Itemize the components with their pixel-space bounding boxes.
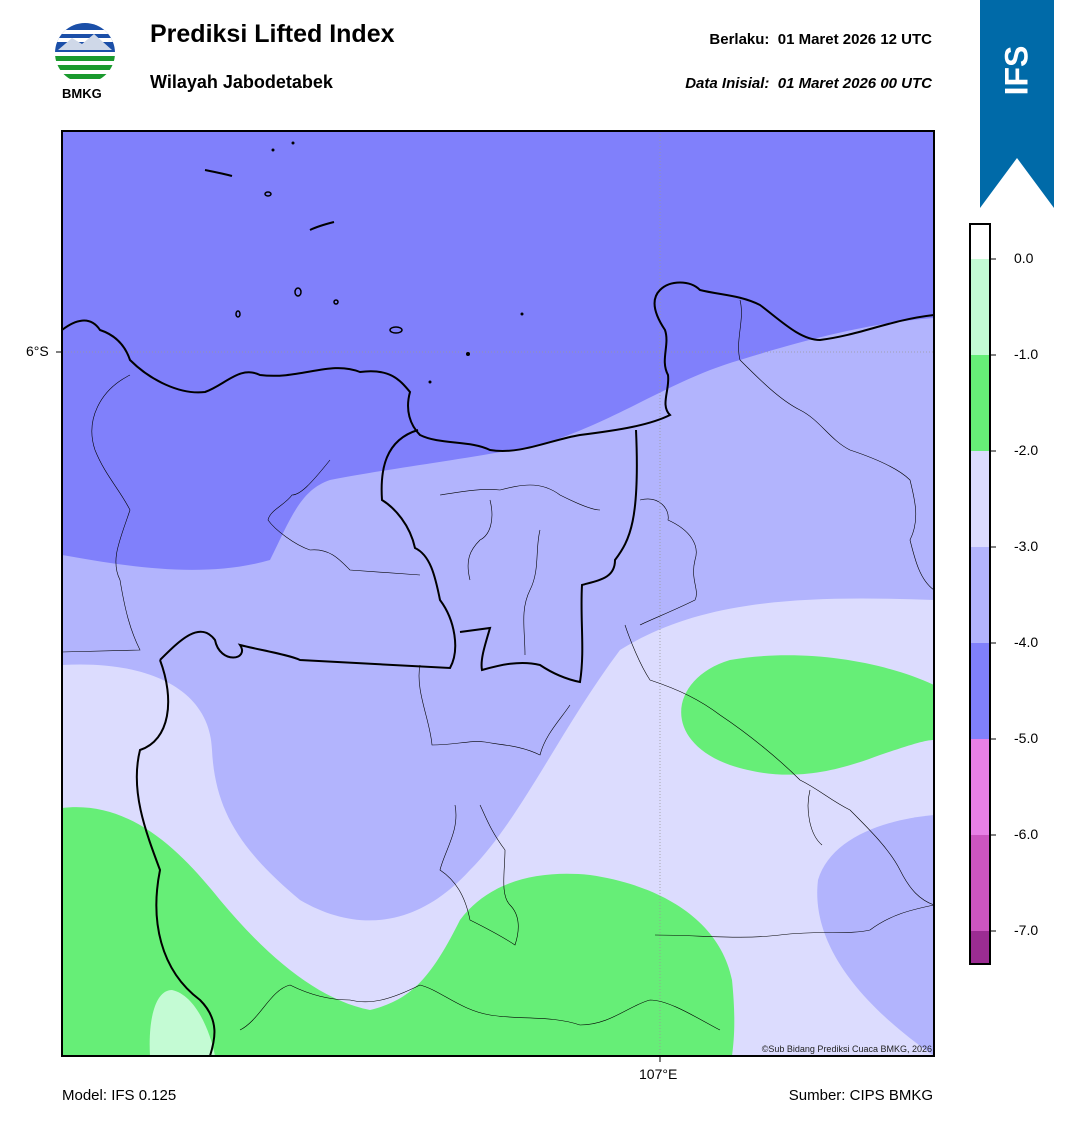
colorbar-segment (970, 355, 990, 451)
island-shape (204, 169, 233, 177)
island-shape (333, 299, 339, 305)
badge-shape (980, 0, 1054, 208)
valid-time: Berlaku: 01 Maret 2026 12 UTC (709, 31, 932, 48)
contour-pale-green (149, 990, 215, 1056)
island-shape (466, 352, 470, 356)
contour-light-blue-east (817, 815, 934, 1056)
colorbar-tick-label: -6.0 (1014, 826, 1039, 842)
colorbar-segment (970, 547, 990, 643)
source-label: Sumber: CIPS BMKG (788, 1087, 933, 1104)
island-shape (520, 312, 524, 316)
model-badge: IFS (980, 0, 1054, 208)
island-shape (271, 148, 275, 152)
contour-green-east (681, 655, 934, 775)
colorbar-tick-label: 0.0 (1014, 250, 1034, 266)
lat-label: 6°S (26, 343, 49, 359)
island-shape (291, 141, 295, 145)
province-border-jakarta (159, 429, 457, 670)
colorbar-frame (969, 223, 991, 965)
page-subtitle: Wilayah Jabodetabek (150, 72, 333, 92)
init-time: Data Inisial: 01 Maret 2026 00 UTC (685, 75, 932, 92)
island-shape (428, 380, 432, 384)
colorbar (969, 223, 996, 965)
colorbar-segment (970, 259, 990, 355)
island-shape (389, 326, 403, 334)
colorbar-segment (970, 451, 990, 547)
island-shape (235, 310, 241, 318)
island-shape (309, 221, 335, 231)
colorbar-tick-label: -2.0 (1014, 442, 1039, 458)
lon-label: 107°E (639, 1066, 678, 1082)
colorbar-tick-label: -4.0 (1014, 634, 1039, 650)
logo-text: BMKG (62, 86, 102, 101)
contour-dark-blue (62, 131, 934, 570)
island-shape (294, 287, 302, 297)
colorbar-segment (970, 739, 990, 835)
colorbar-tick-label: -5.0 (1014, 730, 1039, 746)
island-shape (264, 191, 272, 197)
colorbar-segment (970, 835, 990, 931)
colorbar-tick-label: -1.0 (1014, 346, 1039, 362)
copyright-text: ©Sub Bidang Prediksi Cuaca BMKG, 2026 (761, 1044, 932, 1054)
colorbar-tick-label: -7.0 (1014, 922, 1039, 938)
bmkg-logo-icon (55, 23, 115, 83)
colorbar-tick-label: -3.0 (1014, 538, 1039, 554)
province-border-jabar (459, 429, 638, 684)
coastline (62, 281, 934, 452)
map-frame (61, 130, 935, 1057)
colorbar-segment (970, 224, 990, 259)
colorbar-segment (970, 643, 990, 739)
page-title: Prediksi Lifted Index (150, 20, 395, 48)
colorbar-segment (970, 931, 990, 964)
province-border-banten (135, 659, 216, 1056)
contour-green-south (62, 807, 735, 1056)
model-label: Model: IFS 0.125 (62, 1087, 177, 1104)
district-borders (62, 299, 934, 1031)
